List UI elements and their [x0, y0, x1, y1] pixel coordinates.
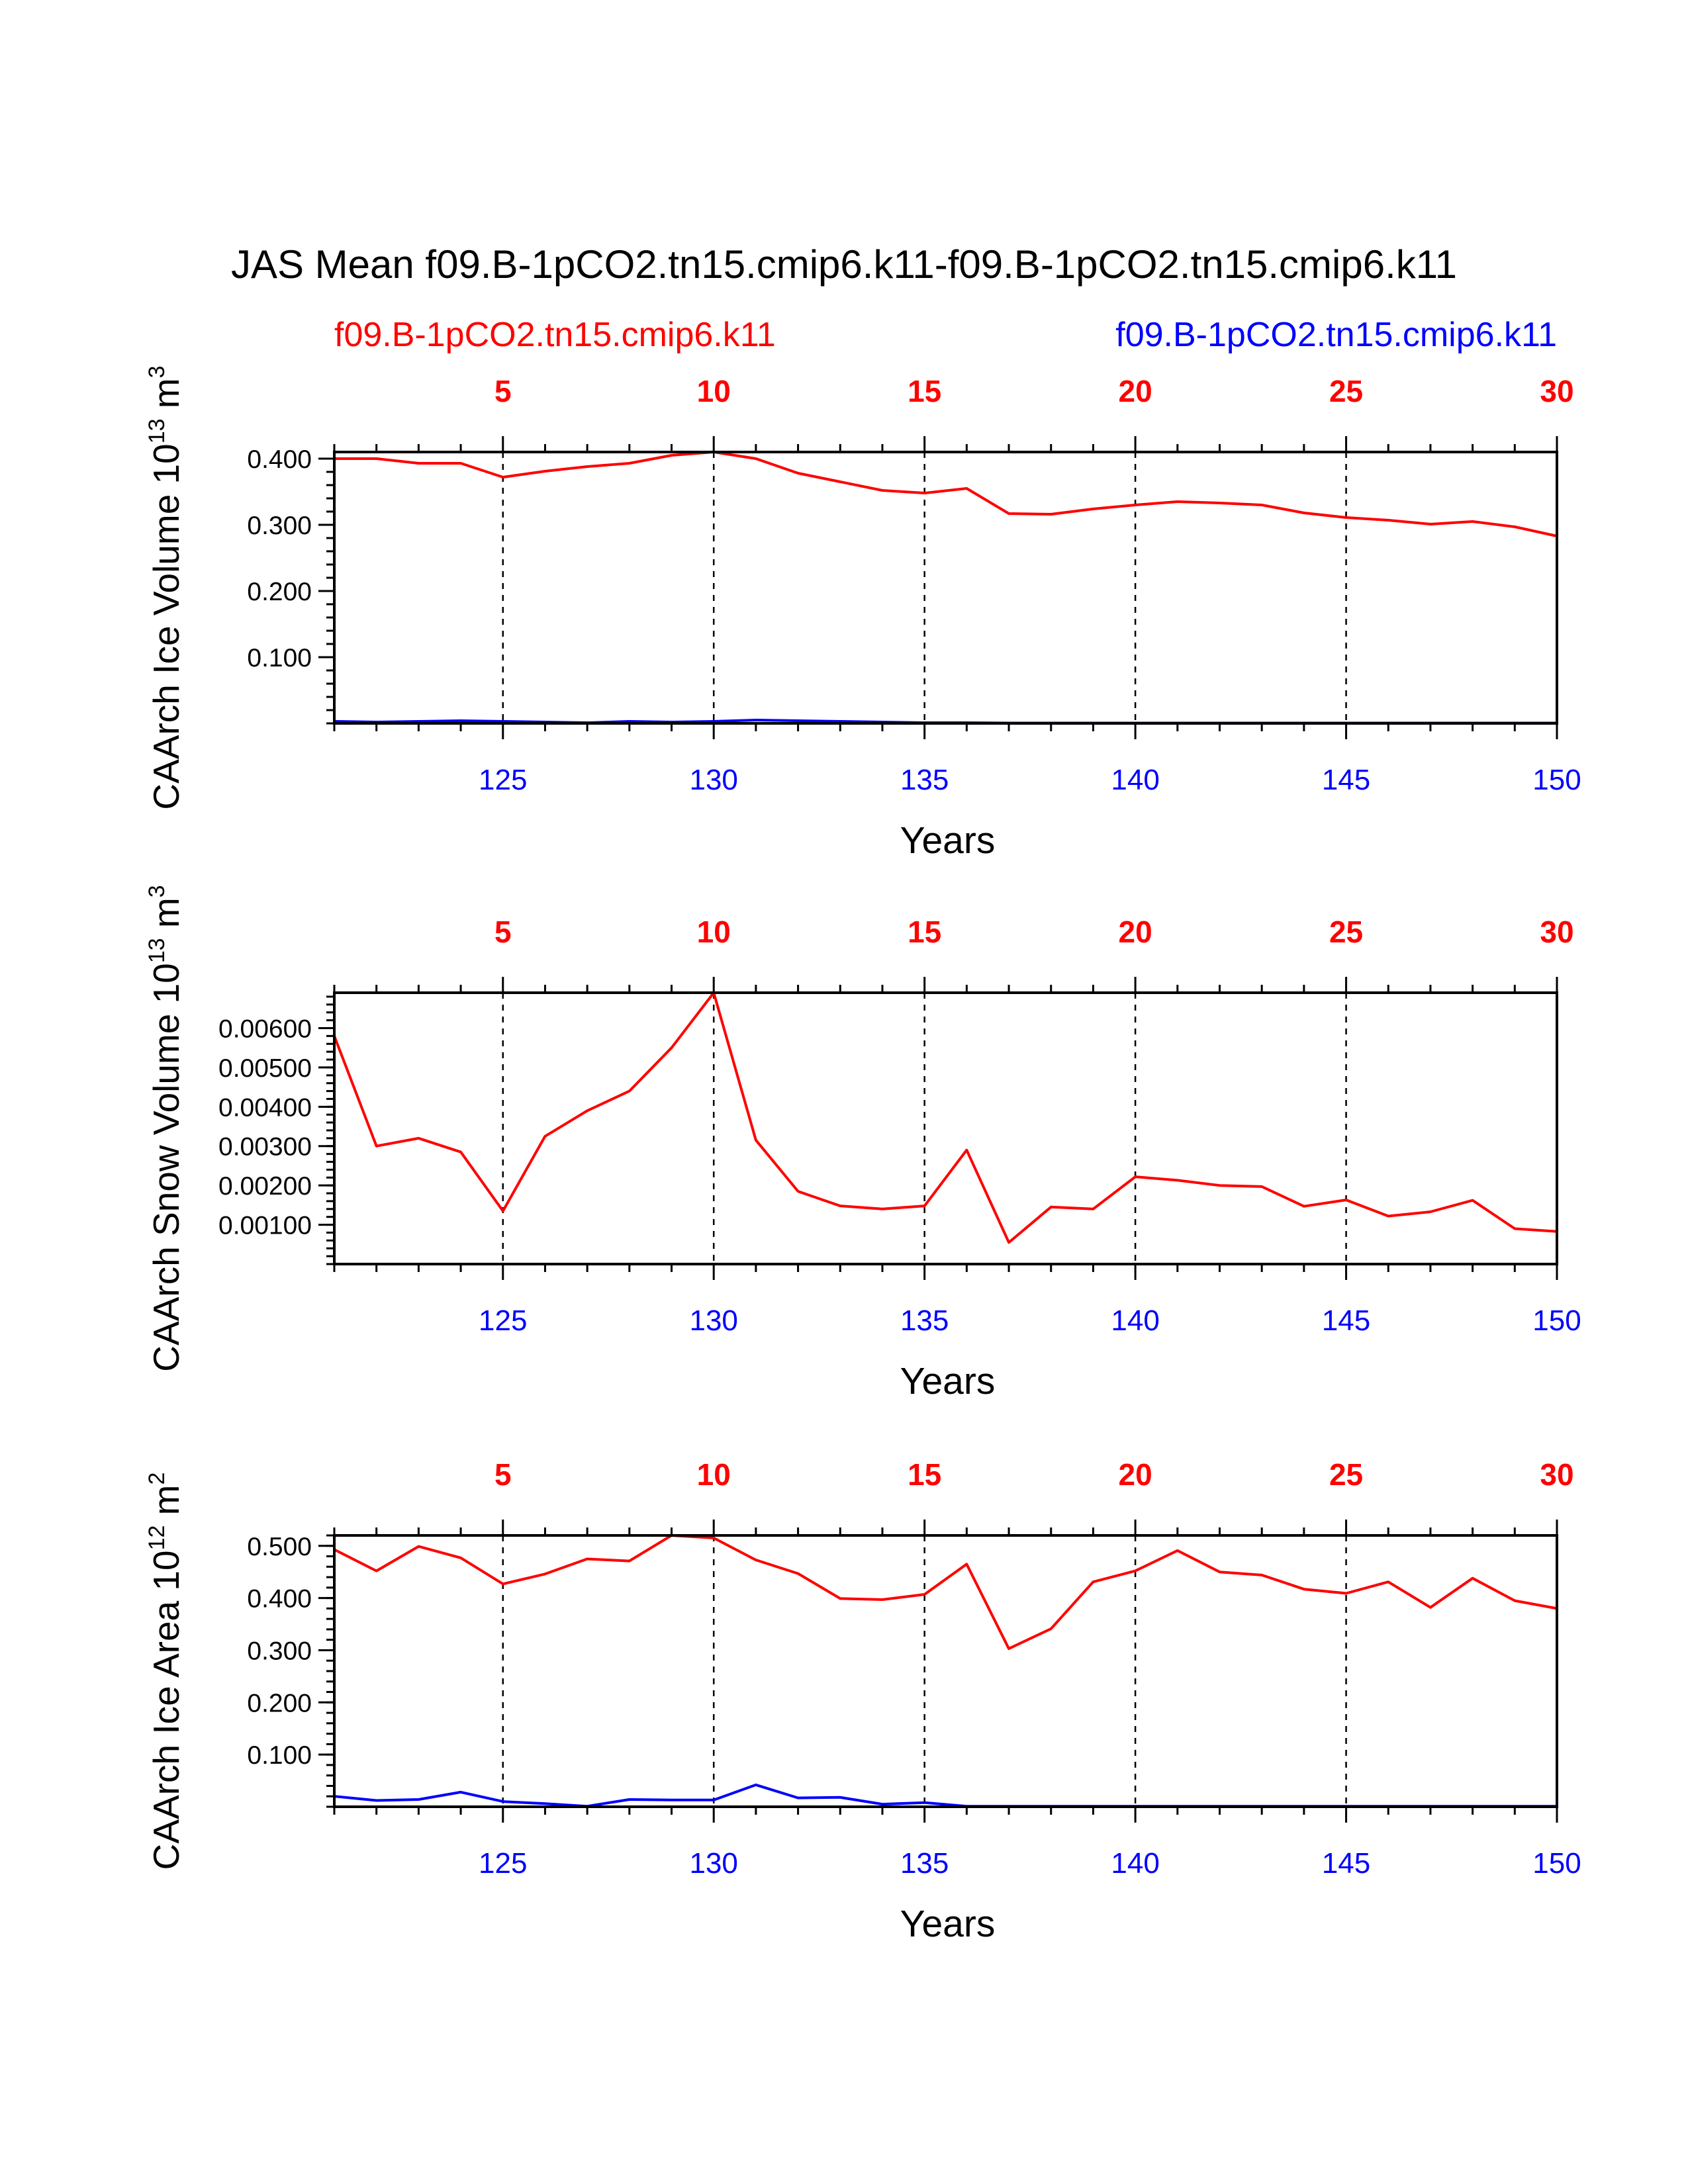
y-axis-label: CAArch Ice Volume 1013 m3: [144, 365, 187, 809]
x-tick-label-top: 20: [1119, 1457, 1152, 1492]
x-tick-label-bottom: 145: [1322, 1847, 1370, 1880]
x-tick-label-bottom: 145: [1322, 1304, 1370, 1337]
x-tick-label-top: 15: [908, 374, 941, 408]
x-tick-label-bottom: 130: [689, 764, 737, 796]
y-axis-label-unit-exponent: 2: [144, 1473, 169, 1485]
y-tick-label: 0.500: [247, 1533, 312, 1561]
x-tick-label-top: 20: [1119, 915, 1152, 949]
x-tick-label-bottom: 125: [479, 764, 527, 796]
x-tick-label-bottom: 125: [479, 1304, 527, 1337]
x-tick-label-bottom: 140: [1111, 764, 1159, 796]
x-tick-label-bottom: 130: [689, 1304, 737, 1337]
series-line-red: [334, 451, 1558, 537]
panel-ice-volume: 0.100 0.200 0.300 0.400 125 130 135 140 145 150 5 1…: [144, 365, 1581, 862]
y-tick-label: 0.400: [247, 445, 312, 474]
y-axis-label: CAArch Ice Area 1012 m2: [144, 1473, 187, 1870]
y-tick-label: 0.00300: [218, 1133, 312, 1161]
series-line-red: [333, 991, 1558, 1244]
legend-left-label: f09.B-1pCO2.tn15.cmip6.k11: [334, 316, 776, 354]
y-tick-label: 0.00500: [218, 1054, 312, 1083]
x-tick-label-top: 25: [1329, 1457, 1363, 1492]
x-tick-label-top: 15: [908, 1457, 941, 1492]
y-tick-label: 0.300: [247, 1637, 312, 1665]
y-tick-label: 0.100: [247, 1741, 312, 1770]
series-line-red: [334, 1534, 1558, 1651]
x-tick-label-top: 5: [494, 1457, 512, 1492]
x-tick-label-bottom: 135: [900, 764, 949, 796]
y-axis-label-exponent: 13: [144, 938, 169, 963]
x-tick-label-bottom: 135: [900, 1847, 949, 1880]
x-tick-label-top: 30: [1540, 1457, 1573, 1492]
legend-right-label: f09.B-1pCO2.tn15.cmip6.k11: [1115, 316, 1557, 354]
y-axis-label-main: CAArch Ice Area 10: [146, 1550, 187, 1870]
x-tick-label-top: 15: [908, 915, 941, 949]
y-tick-label: 0.400: [247, 1585, 312, 1614]
series-line-blue: [334, 1783, 1557, 1808]
x-tick-label-top: 10: [697, 915, 731, 949]
y-axis-label: CAArch Snow Volume 1013 m3: [144, 885, 187, 1371]
x-tick-label-top: 20: [1119, 374, 1152, 408]
y-tick-label: 0.00600: [218, 1015, 312, 1043]
y-axis-label-exponent: 12: [144, 1525, 169, 1551]
x-tick-label-bottom: 150: [1532, 764, 1581, 796]
y-tick-label: 0.200: [247, 578, 312, 606]
y-axis-label-unit: m: [146, 897, 187, 938]
x-tick-label-bottom: 135: [900, 1304, 949, 1337]
y-tick-label: 0.00400: [218, 1093, 312, 1122]
plot-frame: [333, 991, 1558, 1265]
x-tick-label-top: 5: [494, 915, 512, 949]
y-tick-label: 0.00200: [218, 1172, 312, 1201]
plot-frame: [333, 451, 1558, 725]
y-axis-label-unit: m: [146, 1484, 187, 1525]
y-tick-label: 0.300: [247, 512, 312, 540]
x-axis-label: Years: [900, 819, 996, 862]
y-tick-label: 0.200: [247, 1689, 312, 1717]
x-tick-label-top: 10: [697, 1457, 731, 1492]
plot-frame: [333, 1534, 1558, 1808]
y-axis-label-main: CAArch Ice Volume 10: [146, 443, 187, 809]
y-axis-label-unit-exponent: 3: [144, 885, 169, 897]
x-tick-label-bottom: 125: [479, 1847, 527, 1880]
y-axis-label-exponent: 13: [144, 418, 169, 443]
x-tick-label-bottom: 150: [1532, 1304, 1581, 1337]
x-tick-label-bottom: 140: [1111, 1847, 1159, 1880]
x-tick-label-bottom: 150: [1532, 1847, 1581, 1880]
x-tick-label-bottom: 145: [1322, 764, 1370, 796]
y-axis-label-unit: m: [146, 378, 187, 418]
panel-snow-volume: 0.00100 0.00200 0.00300 0.00400 0.00500 0.006…: [144, 885, 1581, 1402]
x-tick-label-top: 25: [1329, 374, 1363, 408]
x-tick-label-top: 10: [697, 374, 731, 408]
x-tick-label-top: 30: [1540, 374, 1573, 408]
x-tick-label-top: 5: [494, 374, 512, 408]
y-axis-label-unit-exponent: 3: [144, 365, 169, 378]
x-tick-label-bottom: 130: [689, 1847, 737, 1880]
y-tick-label: 0.00100: [218, 1212, 312, 1240]
x-axis-label: Years: [900, 1360, 996, 1402]
x-tick-label-top: 25: [1329, 915, 1363, 949]
figure-title: JAS Mean f09.B-1pCO2.tn15.cmip6.k11-f09.…: [231, 242, 1457, 287]
x-tick-label-top: 30: [1540, 915, 1573, 949]
x-axis-label: Years: [900, 1903, 996, 1945]
y-tick-label: 0.100: [247, 644, 312, 672]
x-tick-label-bottom: 140: [1111, 1304, 1159, 1337]
y-axis-label-main: CAArch Snow Volume 10: [146, 963, 187, 1372]
